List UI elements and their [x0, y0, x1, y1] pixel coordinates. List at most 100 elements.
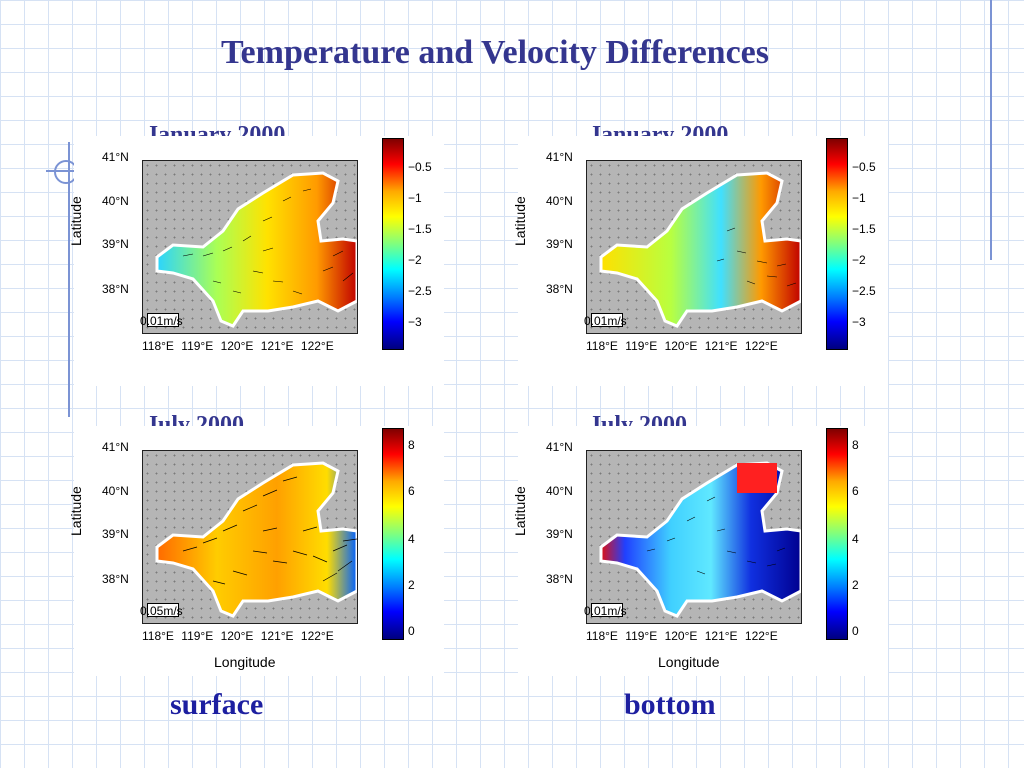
- velocity-arrows: [182, 476, 357, 585]
- colorbar-tick: 6: [408, 484, 415, 498]
- lon-tick: 118°E: [586, 339, 618, 353]
- lat-tick: 38°N: [546, 282, 573, 296]
- map-plot-area: [142, 160, 358, 334]
- velocity-arrows: [182, 188, 354, 295]
- map-panel-jul-bottom: Latitude 41°N 40°N 39°N 38°N: [512, 426, 888, 676]
- lat-tick: 39°N: [102, 237, 129, 251]
- colorbar-tick: −1: [408, 191, 422, 205]
- lon-tick: 120°E: [220, 629, 254, 643]
- lon-tick: 121°E: [260, 629, 294, 643]
- lon-tick: 119°E: [625, 629, 658, 643]
- colorbar-tick: −0.5: [408, 160, 432, 174]
- lat-tick: 40°N: [102, 484, 129, 498]
- lon-tick: 122°E: [300, 629, 334, 643]
- colorbar-tick: 4: [852, 532, 859, 546]
- velocity-scale-box: [591, 603, 623, 617]
- colorbar: [382, 138, 404, 350]
- colorbar-tick: 6: [852, 484, 859, 498]
- lon-tick: 122°E: [744, 629, 778, 643]
- colorbar: [826, 428, 848, 640]
- x-axis-label: Longitude: [214, 654, 276, 670]
- colorbar-tick: −2: [408, 253, 422, 267]
- velocity-scale-label: 0.01m/s: [584, 314, 627, 328]
- colorbar-tick: 2: [852, 578, 859, 592]
- colorbar-tick: 8: [852, 438, 859, 452]
- map-plot-area: [142, 450, 358, 624]
- colorbar-tick: 4: [408, 532, 415, 546]
- sea-field: [599, 171, 801, 328]
- lon-tick: 118°E: [142, 339, 174, 353]
- decorative-vertical-line-left: [68, 142, 70, 417]
- lat-tick: 39°N: [546, 527, 573, 541]
- lon-tick: 121°E: [704, 629, 738, 643]
- velocity-scale-label: 0.05m/s: [140, 604, 183, 618]
- lat-tick: 38°N: [546, 572, 573, 586]
- colorbar-tick: 2: [408, 578, 415, 592]
- y-axis-label: Latitude: [512, 196, 528, 246]
- lon-tick: 120°E: [220, 339, 254, 353]
- velocity-scale-label: 0.01m/s: [140, 314, 183, 328]
- lat-tick: 38°N: [102, 572, 129, 586]
- y-axis-label: Latitude: [68, 196, 84, 246]
- map-plot-area: [586, 450, 802, 624]
- footer-label-surface: surface: [170, 688, 264, 721]
- lat-tick: 41°N: [102, 150, 129, 164]
- colorbar-tick: 8: [408, 438, 415, 452]
- colorbar-tick: −1: [852, 191, 866, 205]
- x-axis-label: Longitude: [658, 654, 720, 670]
- footer-label-bottom: bottom: [624, 688, 716, 721]
- colorbar-tick: 0: [408, 624, 415, 638]
- colorbar-tick: 0: [852, 624, 859, 638]
- sea-field: [155, 461, 357, 618]
- velocity-arrows: [646, 496, 786, 575]
- lon-tick: 122°E: [300, 339, 334, 353]
- lat-tick: 38°N: [102, 282, 129, 296]
- sea-field: [155, 171, 357, 328]
- lon-ticks: 118°E 119°E 120°E 121°E 122°E: [586, 339, 826, 353]
- lat-tick: 40°N: [102, 194, 129, 208]
- map-panel-jul-surface: Latitude 41°N 40°N 39°N 38°N: [68, 426, 444, 676]
- y-axis-label: Latitude: [512, 486, 528, 536]
- lon-ticks: 118°E 119°E 120°E 121°E 122°E: [142, 629, 382, 643]
- lon-ticks: 118°E 119°E 120°E 121°E 122°E: [586, 629, 826, 643]
- colorbar-tick: −3: [408, 315, 422, 329]
- lon-tick: 121°E: [704, 339, 738, 353]
- lon-ticks: 118°E 119°E 120°E 121°E 122°E: [142, 339, 382, 353]
- lon-tick: 120°E: [664, 629, 698, 643]
- sea-region: [599, 461, 801, 618]
- decorative-crosshair-line: [46, 170, 80, 172]
- lat-tick: 39°N: [102, 527, 129, 541]
- lat-tick: 41°N: [546, 150, 573, 164]
- sea-field: [599, 461, 801, 618]
- warm-patch: [737, 463, 777, 493]
- sea-region: [599, 171, 801, 328]
- lat-tick: 39°N: [546, 237, 573, 251]
- lat-tick: 40°N: [546, 484, 573, 498]
- lat-tick: 41°N: [102, 440, 129, 454]
- lon-tick: 119°E: [625, 339, 658, 353]
- velocity-scale-box: [147, 603, 179, 617]
- colorbar-tick: −1.5: [852, 222, 876, 236]
- lon-tick: 119°E: [181, 629, 214, 643]
- lat-tick: 41°N: [546, 440, 573, 454]
- colorbar-tick: −0.5: [852, 160, 876, 174]
- colorbar-tick: −2.5: [408, 284, 432, 298]
- velocity-scale-box: [591, 313, 623, 327]
- colorbar-tick: −2: [852, 253, 866, 267]
- slide-title: Temperature and Velocity Differences: [220, 34, 770, 71]
- colorbar: [382, 428, 404, 640]
- map-panel-jan-surface: Latitude 41°N 40°N 39°N 38°N: [68, 136, 444, 386]
- velocity-arrows: [716, 227, 797, 287]
- lon-tick: 118°E: [586, 629, 618, 643]
- lon-tick: 121°E: [260, 339, 294, 353]
- lat-tick: 40°N: [546, 194, 573, 208]
- colorbar: [826, 138, 848, 350]
- map-panel-jan-bottom: Latitude 41°N 40°N 39°N 38°N 0.01m/s: [512, 136, 888, 386]
- map-plot-area: [586, 160, 802, 334]
- colorbar-tick: −1.5: [408, 222, 432, 236]
- velocity-scale-label: 0.01m/s: [584, 604, 627, 618]
- lon-tick: 122°E: [744, 339, 778, 353]
- decorative-vertical-line-right: [990, 0, 992, 260]
- sea-region: [155, 461, 357, 618]
- lon-tick: 118°E: [142, 629, 174, 643]
